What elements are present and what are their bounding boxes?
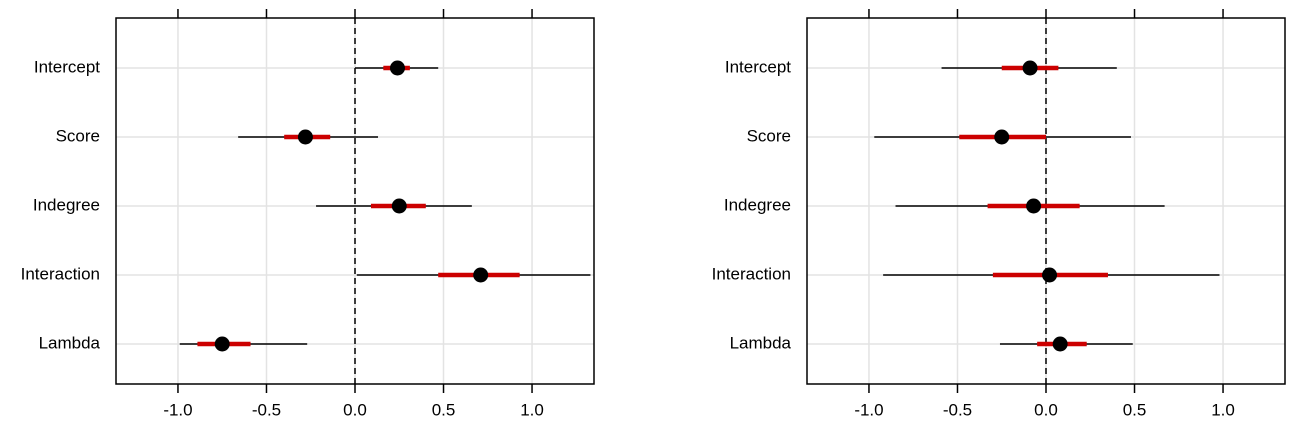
point-estimate <box>473 267 489 283</box>
x-tick-label: 1.0 <box>1211 400 1235 419</box>
y-tick-label: Score <box>747 126 791 145</box>
x-tick-label: 0.5 <box>432 400 456 419</box>
y-tick-label: Indegree <box>724 195 791 214</box>
point-estimate <box>994 129 1010 145</box>
x-tick-label: 0.0 <box>343 400 367 419</box>
point-estimate <box>214 336 230 352</box>
x-tick-label: -1.0 <box>854 400 883 419</box>
point-estimate <box>1022 60 1038 76</box>
point-estimate <box>391 198 407 214</box>
x-tick-label: -0.5 <box>252 400 281 419</box>
y-tick-label: Interaction <box>21 264 100 283</box>
point-estimate <box>1042 267 1058 283</box>
x-tick-label: 1.0 <box>520 400 544 419</box>
y-tick-label: Interaction <box>712 264 791 283</box>
x-tick-label: -1.0 <box>163 400 192 419</box>
y-tick-label: Indegree <box>33 195 100 214</box>
y-tick-label: Intercept <box>34 57 100 76</box>
x-tick-label: -0.5 <box>943 400 972 419</box>
x-tick-label: 0.5 <box>1123 400 1147 419</box>
y-tick-label: Score <box>56 126 100 145</box>
y-tick-label: Intercept <box>725 57 791 76</box>
y-tick-label: Lambda <box>730 333 792 352</box>
y-tick-label: Lambda <box>39 333 101 352</box>
point-estimate <box>389 60 405 76</box>
plot-frame <box>806 17 1286 385</box>
point-estimate <box>1026 198 1042 214</box>
point-estimate <box>297 129 313 145</box>
plot-frame <box>115 17 595 385</box>
x-tick-label: 0.0 <box>1034 400 1058 419</box>
point-estimate <box>1052 336 1068 352</box>
